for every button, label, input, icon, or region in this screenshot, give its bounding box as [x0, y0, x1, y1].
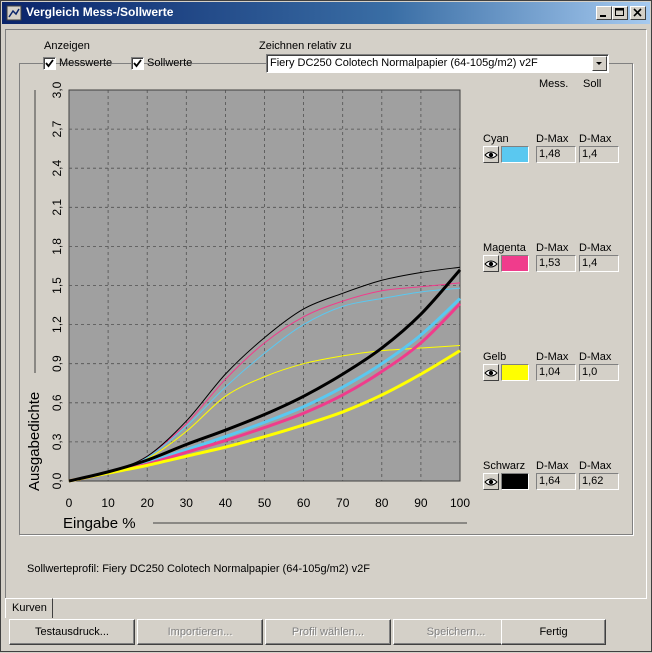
color-swatch [501, 146, 529, 163]
dmax-label: D-Max [579, 460, 612, 472]
y-axis-label: Ausgabedichte [26, 392, 43, 491]
speichern-button[interactable]: Speichern... [393, 619, 519, 645]
sollwerte-checkbox[interactable] [131, 57, 144, 70]
dmax-label: D-Max [536, 242, 569, 254]
relative-label: Zeichnen relativ zu [259, 40, 352, 52]
tab-kurven[interactable]: Kurven [5, 598, 53, 618]
title-bar[interactable]: Vergleich Mess-/Sollwerte [2, 2, 650, 24]
soll-column-header: Soll [583, 78, 602, 90]
color-swatch [501, 255, 529, 272]
visibility-toggle-button[interactable] [483, 146, 499, 163]
y-tick-label: 2,7 [50, 120, 64, 137]
dmax-soll-value: 1,4 [579, 255, 619, 272]
eye-icon [484, 260, 498, 268]
maximize-icon [615, 8, 624, 16]
display-group-label: Anzeigen [44, 40, 90, 52]
fertig-button[interactable]: Fertig [501, 619, 606, 645]
y-tick-label: 1,8 [50, 238, 64, 255]
dropdown-button[interactable] [592, 56, 607, 71]
mess-column-header: Mess. [539, 78, 569, 90]
profil-waehlen-button[interactable]: Profil wählen... [265, 619, 391, 645]
color-swatch [501, 473, 529, 490]
relative-profile-value: Fiery DC250 Colotech Normalpapier (64-10… [270, 57, 538, 69]
y-tick-label: 1,5 [50, 277, 64, 294]
y-tick-label: 2,1 [50, 199, 64, 216]
channel-name: Cyan [483, 133, 509, 145]
x-tick-label: 60 [297, 496, 311, 510]
dmax-label: D-Max [536, 133, 569, 145]
y-tick-label: 3,0 [50, 81, 64, 98]
tab-kurven-label: Kurven [12, 602, 47, 614]
x-axis-label: Eingabe % [63, 515, 136, 532]
dmax-soll-value: 1,0 [579, 364, 619, 381]
y-tick-label: 1,2 [50, 316, 64, 333]
x-tick-label: 80 [375, 496, 389, 510]
channel-name: Schwarz [483, 460, 526, 472]
dmax-label: D-Max [536, 460, 569, 472]
soll-curve [68, 349, 461, 483]
x-tick-label: 70 [336, 496, 350, 510]
minimize-icon [600, 15, 606, 17]
checkmark-icon [45, 59, 54, 68]
checkmark-icon [133, 59, 142, 68]
x-tick-label: 40 [219, 496, 233, 510]
y-tick-label: 0,9 [50, 355, 64, 372]
x-tick-label: 30 [180, 496, 194, 510]
x-tick-label: 50 [258, 496, 272, 510]
dmax-label: D-Max [579, 242, 612, 254]
messwerte-checkbox[interactable] [43, 57, 56, 70]
dmax-mess-value: 1,04 [536, 364, 576, 381]
eye-icon [484, 151, 498, 159]
x-tick-label: 90 [414, 496, 428, 510]
y-tick-label: 0,3 [50, 433, 64, 450]
visibility-toggle-button[interactable] [483, 473, 499, 490]
messwerte-label: Messwerte [59, 57, 113, 69]
dmax-label: D-Max [536, 351, 569, 363]
soll-curve [68, 268, 462, 483]
close-icon [633, 8, 642, 17]
channel-name: Gelb [483, 351, 507, 363]
window-title: Vergleich Mess-/Sollwerte [26, 5, 174, 19]
testausdruck-button[interactable]: Testausdruck... [9, 619, 135, 645]
importieren-button[interactable]: Importieren... [137, 619, 263, 645]
relative-profile-select[interactable]: Fiery DC250 Colotech Normalpapier (64-10… [266, 54, 609, 73]
y-tick-label: 0,6 [50, 394, 64, 411]
visibility-toggle-button[interactable] [483, 255, 499, 272]
x-tick-label: 0 [66, 496, 73, 510]
y-tick-label: 0,0 [50, 472, 64, 489]
x-tick-label: 100 [450, 496, 470, 510]
dmax-soll-value: 1,4 [579, 146, 619, 163]
dmax-label: D-Max [579, 133, 612, 145]
chevron-down-icon [596, 62, 602, 65]
dmax-label: D-Max [579, 351, 612, 363]
dmax-mess-value: 1,48 [536, 146, 576, 163]
minimize-button[interactable] [596, 6, 612, 20]
close-button[interactable] [630, 6, 646, 20]
dmax-mess-value: 1,53 [536, 255, 576, 272]
x-tick-label: 20 [141, 496, 155, 510]
eye-icon [484, 478, 498, 486]
dmax-mess-value: 1,64 [536, 473, 576, 490]
y-tick-label: 2,4 [50, 160, 64, 177]
eye-icon [484, 369, 498, 377]
dmax-soll-value: 1,62 [579, 473, 619, 490]
color-swatch [501, 364, 529, 381]
profile-status-text: Sollwerteprofil: Fiery DC250 Colotech No… [27, 563, 370, 575]
sollwerte-label: Sollwerte [147, 57, 193, 69]
maximize-button[interactable] [612, 6, 628, 20]
channel-name: Magenta [483, 242, 526, 254]
app-icon [6, 5, 22, 21]
visibility-toggle-button[interactable] [483, 364, 499, 381]
x-tick-label: 10 [101, 496, 115, 510]
